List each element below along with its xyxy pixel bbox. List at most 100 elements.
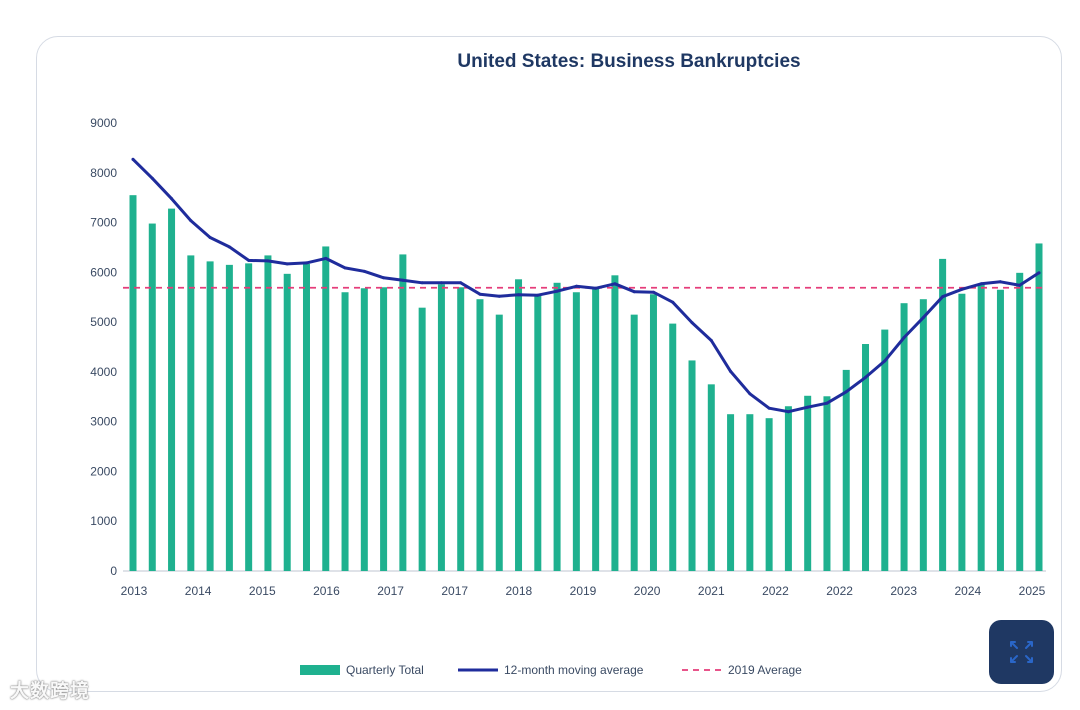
bar-40 (900, 303, 908, 571)
ma-point-18 (478, 292, 482, 296)
ma-point-34 (786, 410, 790, 414)
bar-4 (206, 261, 214, 571)
y-tick-label: 9000 (90, 116, 117, 130)
bar-11 (341, 292, 349, 571)
bar-27 (649, 294, 657, 571)
ma-point-35 (806, 405, 810, 409)
y-tick-label: 5000 (90, 315, 117, 329)
bar-42 (939, 258, 947, 571)
y-tick-label: 7000 (90, 216, 117, 230)
bar-14 (399, 254, 407, 571)
ma-point-14 (401, 278, 405, 282)
bar-7 (264, 255, 272, 572)
y-tick-label: 0 (110, 564, 117, 578)
expand-icon (1010, 641, 1033, 663)
expand-button[interactable] (989, 620, 1054, 684)
y-tick-label: 2000 (90, 464, 117, 478)
ma-point-39 (883, 359, 887, 363)
bar-6 (245, 263, 253, 571)
ma-point-15 (420, 281, 424, 285)
x-tick-label: 2022 (826, 584, 853, 598)
ma-point-42 (941, 295, 945, 299)
ma-point-41 (921, 316, 925, 320)
ma-point-23 (574, 284, 578, 288)
bar-45 (996, 289, 1004, 571)
bar-19 (495, 314, 503, 571)
bar-33 (765, 418, 773, 571)
bar-13 (380, 287, 388, 571)
ma-point-43 (960, 287, 964, 291)
ma-point-7 (266, 259, 270, 263)
ma-point-24 (594, 286, 598, 290)
ma-point-22 (555, 289, 559, 293)
ma-point-46 (1018, 283, 1022, 287)
legend-label-quarterly-total: Quarterly Total (346, 663, 424, 677)
ma-point-36 (825, 401, 829, 405)
legend-swatch-quarterly-total (300, 665, 340, 675)
bar-25 (611, 275, 619, 571)
y-tick-label: 1000 (90, 514, 117, 528)
ma-point-19 (497, 294, 501, 298)
ma-point-44 (979, 282, 983, 286)
bar-47 (1035, 243, 1043, 571)
bar-39 (881, 329, 889, 571)
moving-average-line (131, 157, 1041, 414)
x-tick-label: 2024 (955, 584, 982, 598)
ma-point-5 (227, 245, 231, 249)
legend-label-2019-average: 2019 Average (728, 663, 802, 677)
x-tick-label: 2015 (249, 584, 276, 598)
x-tick-label: 2021 (698, 584, 725, 598)
bar-46 (1016, 272, 1024, 571)
ma-point-0 (131, 157, 135, 161)
bar-32 (746, 414, 754, 571)
bar-21 (534, 294, 542, 571)
bar-5 (225, 264, 233, 571)
ma-point-17 (459, 281, 463, 285)
legend-label-moving-average: 12-month moving average (504, 663, 644, 677)
x-tick-label: 2023 (890, 584, 917, 598)
ma-point-10 (324, 256, 328, 260)
bar-41 (919, 299, 927, 571)
bar-30 (707, 384, 715, 571)
ma-point-9 (304, 261, 308, 265)
ma-point-2 (170, 197, 174, 201)
bar-16 (437, 284, 445, 571)
bar-3 (187, 255, 195, 572)
ma-point-37 (844, 390, 848, 394)
x-tick-label: 2017 (441, 584, 468, 598)
ma-point-12 (362, 269, 366, 273)
bar-20 (515, 279, 523, 571)
bar-38 (862, 344, 870, 571)
watermark: 大数跨境 (10, 681, 91, 702)
x-tick-label: 2022 (762, 584, 789, 598)
ma-point-3 (189, 219, 193, 223)
bar-29 (688, 360, 696, 571)
y-tick-label: 3000 (90, 415, 117, 429)
chart-title: United States: Business Bankruptcies (457, 51, 801, 72)
x-tick-label: 2020 (634, 584, 661, 598)
bar-35 (804, 395, 812, 571)
ma-point-6 (247, 258, 251, 262)
bar-28 (669, 323, 677, 571)
x-tick-label: 2018 (506, 584, 533, 598)
ma-point-45 (998, 280, 1002, 284)
bar-1 (148, 223, 156, 571)
bar-37 (842, 369, 850, 571)
ma-point-20 (517, 293, 521, 297)
bar-15 (418, 307, 426, 571)
bar-44 (977, 284, 985, 571)
ma-point-11 (343, 266, 347, 270)
ma-point-31 (729, 369, 733, 373)
bar-23 (572, 292, 580, 571)
y-tick-label: 6000 (90, 265, 117, 279)
bar-2 (168, 208, 176, 571)
bar-31 (727, 414, 735, 571)
x-tick-label: 2013 (121, 584, 148, 598)
bar-18 (476, 299, 484, 571)
ma-point-29 (690, 321, 694, 325)
bar-36 (823, 396, 831, 571)
y-tick-label: 4000 (90, 365, 117, 379)
x-tick-label: 2017 (377, 584, 404, 598)
bar-12 (360, 288, 368, 571)
